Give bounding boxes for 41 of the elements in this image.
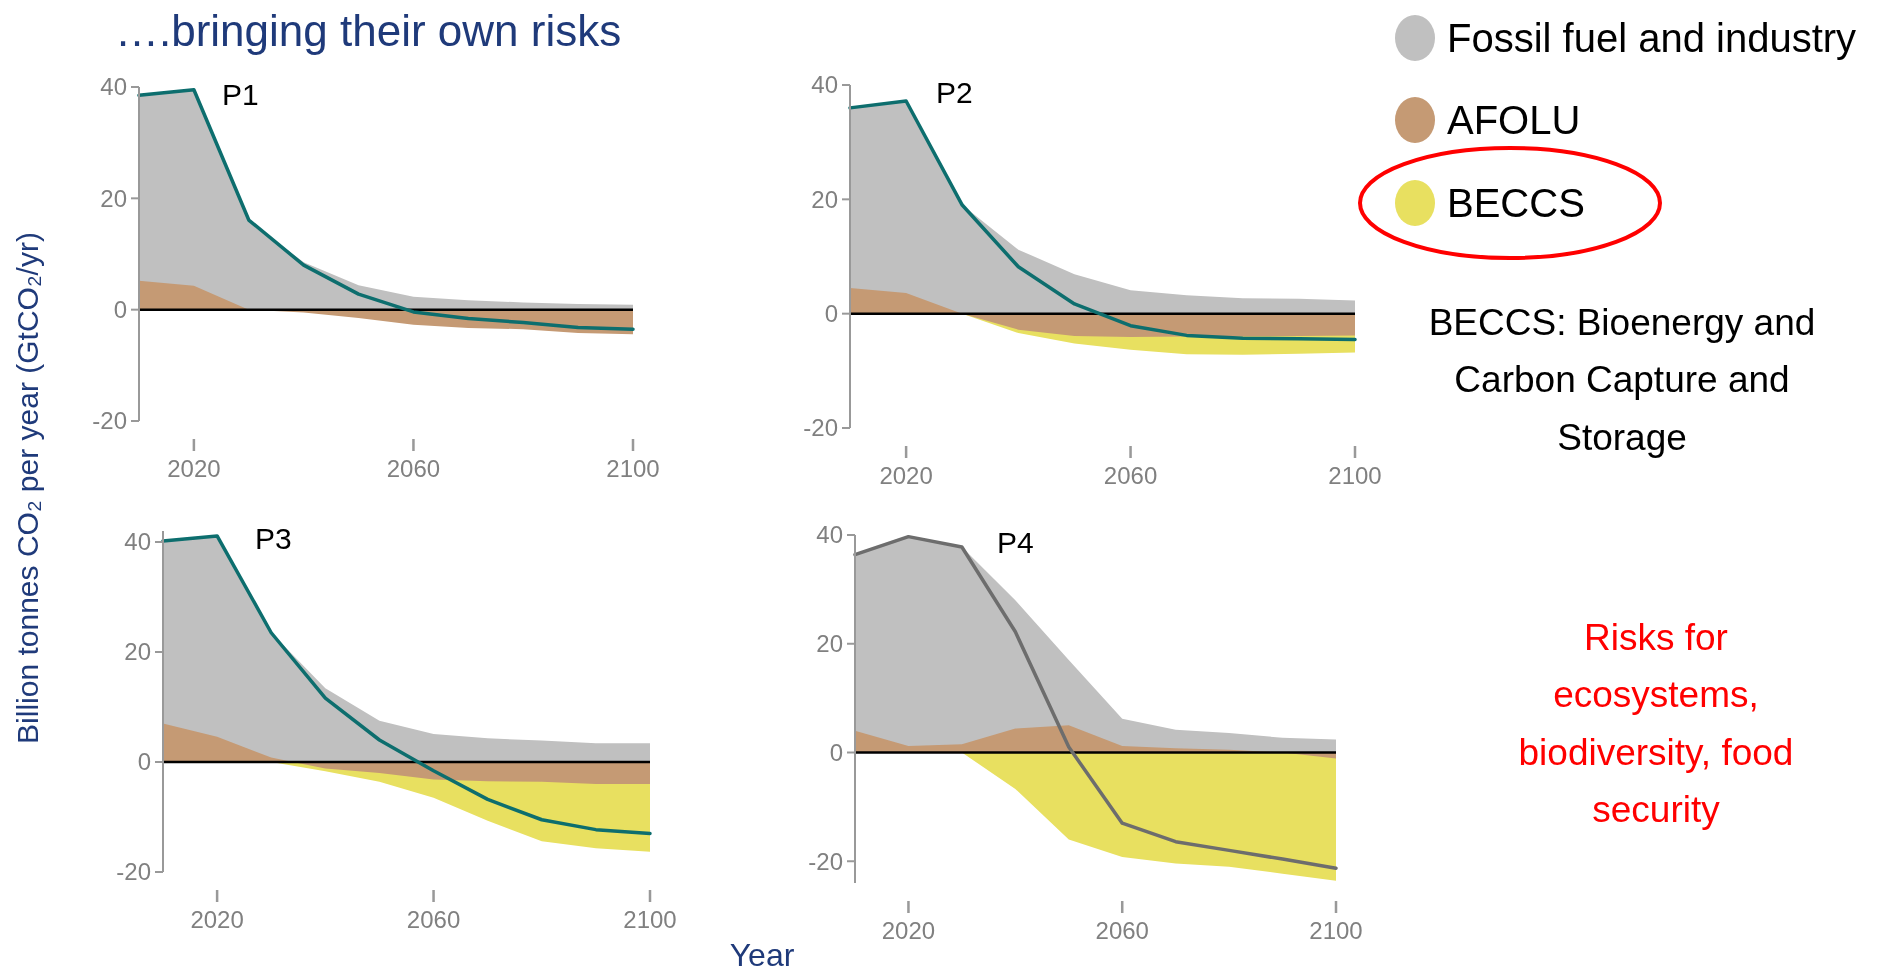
x-tick-label: 2020 bbox=[190, 906, 244, 933]
x-tick-label: 2020 bbox=[167, 455, 221, 482]
y-tick-label: 0 bbox=[137, 748, 151, 776]
y-tick-label: 20 bbox=[816, 630, 843, 658]
legend-label: Fossil fuel and industry bbox=[1447, 16, 1857, 60]
y-tick-label: 0 bbox=[824, 300, 838, 328]
x-tick-label: 2020 bbox=[881, 917, 936, 944]
y-tick-label: 0 bbox=[113, 296, 127, 324]
y-tick-label: 40 bbox=[811, 71, 838, 99]
line-series bbox=[853, 534, 1338, 871]
y-tick-label: 40 bbox=[100, 73, 127, 101]
y-tick-label: -20 bbox=[116, 858, 151, 886]
y-tick-label: 40 bbox=[816, 521, 843, 549]
y-tick-label: 40 bbox=[124, 528, 151, 556]
x-tick-label: 2060 bbox=[1095, 917, 1149, 944]
y-axis-title: Billion tonnes CO₂ per year (GtCO₂/yr) bbox=[11, 232, 44, 744]
y-tick-label: -20 bbox=[92, 407, 127, 435]
x-axis-title: Year bbox=[729, 937, 795, 973]
chart-title: P3 bbox=[255, 522, 292, 555]
legend-label: AFOLU bbox=[1447, 98, 1581, 142]
legend-label: BECCS bbox=[1447, 181, 1585, 225]
y-tick-label: -20 bbox=[803, 414, 838, 442]
x-tick-label: 2060 bbox=[386, 455, 441, 482]
chart-title: P2 bbox=[936, 76, 973, 109]
x-tick-label: 2060 bbox=[1103, 462, 1158, 489]
x-tick-label: 2100 bbox=[623, 906, 677, 933]
text: BECCS: Bioenergy and Carbon Capture and Storage bbox=[1428, 302, 1816, 458]
y-tick-label: 20 bbox=[100, 184, 127, 212]
x-tick-label: 2020 bbox=[879, 462, 933, 489]
text: ….bringing their own risks bbox=[115, 6, 622, 55]
y-tick-label: 0 bbox=[829, 738, 843, 766]
y-tick-label: -20 bbox=[808, 847, 843, 875]
chart-title: P1 bbox=[222, 78, 259, 111]
chart-title: P4 bbox=[997, 526, 1034, 559]
y-tick-label: 20 bbox=[124, 638, 151, 666]
x-tick-label: 2100 bbox=[1328, 462, 1382, 489]
x-tick-label: 2100 bbox=[606, 455, 660, 482]
x-tick-label: 2100 bbox=[1309, 917, 1363, 944]
y-tick-label: 20 bbox=[811, 185, 838, 213]
x-tick-label: 2060 bbox=[406, 906, 461, 933]
text: Risks for ecosystems, biodiversity, food security bbox=[1518, 617, 1794, 831]
